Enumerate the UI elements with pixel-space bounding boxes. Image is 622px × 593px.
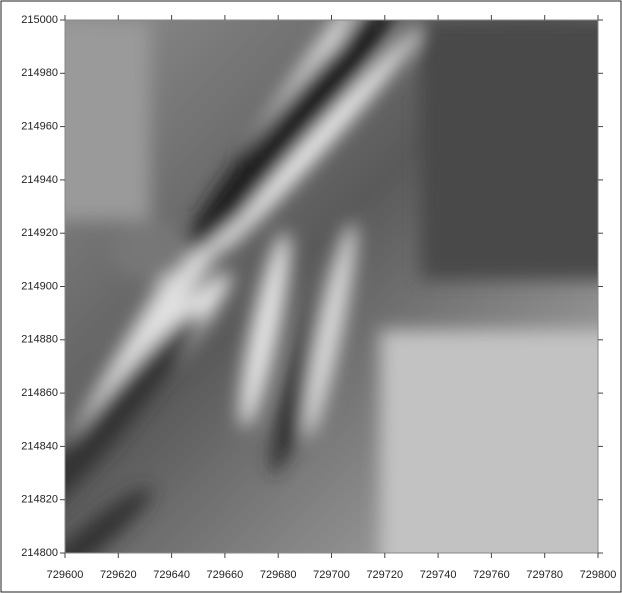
x-tick-label: 729700 [313, 569, 350, 581]
y-tick-label: 214920 [21, 227, 58, 239]
x-tick-label: 729660 [207, 569, 244, 581]
x-tick-label: 729640 [153, 569, 190, 581]
x-tick-label: 729680 [260, 569, 297, 581]
x-tick-label: 729740 [420, 569, 457, 581]
x-tick-label: 729600 [47, 569, 84, 581]
y-tick-label: 215000 [21, 14, 58, 26]
y-tick-label: 214860 [21, 387, 58, 399]
x-tick-label: 729620 [100, 569, 137, 581]
raster [65, 20, 598, 553]
y-tick-label: 214840 [21, 440, 58, 452]
y-tick-label: 214960 [21, 121, 58, 133]
y-tick-label: 214820 [21, 494, 58, 506]
y-tick-label: 214800 [21, 547, 58, 559]
y-tick-label: 214880 [21, 334, 58, 346]
y-tick-label: 214980 [21, 67, 58, 79]
x-tick-label: 729760 [473, 569, 510, 581]
x-tick-label: 729720 [366, 569, 403, 581]
x-tick-label: 729800 [580, 569, 617, 581]
y-tick-label: 214900 [21, 280, 58, 292]
axes: 214800 214820 214840 214860 214880 214900 2149… [21, 14, 616, 581]
y-tick-label: 214940 [21, 174, 58, 186]
x-tick-label: 729780 [526, 569, 563, 581]
